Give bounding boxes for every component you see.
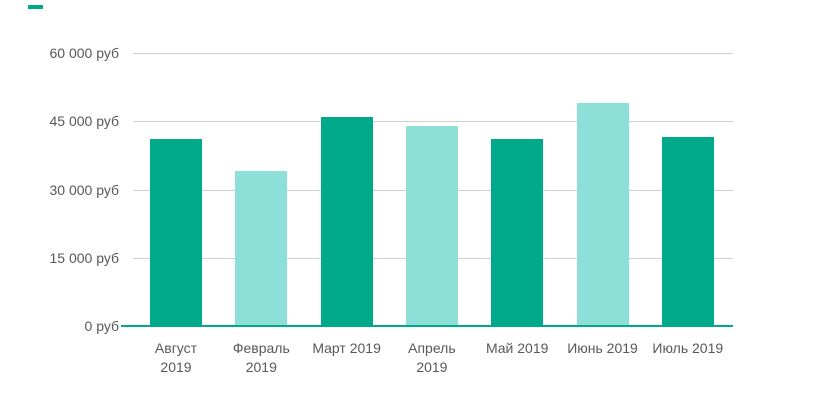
bar-Август 2019[interactable] [150,139,202,325]
bar-Март 2019[interactable] [320,116,373,325]
gridline [133,121,733,123]
y-axis-tick-label: 15 000 руб [49,249,119,266]
x-axis-tick-label: Март 2019 [312,340,381,356]
bar-Май 2019[interactable] [491,139,544,325]
bar-Июнь 2019[interactable] [576,103,629,325]
gridline [133,53,733,54]
x-axis-tick-label: Апрель 2019 [408,340,456,375]
x-axis-tick-label: Август 2019 [154,340,198,375]
corner-mark [28,5,43,9]
bar-Февраль 2019[interactable] [235,171,288,325]
bar-Апрель 2019[interactable] [405,125,458,325]
x-axis-tick-label: Февраль 2019 [232,340,290,375]
y-axis-tick-label: 30 000 руб [49,181,119,198]
x-axis-tick-label: Июль 2019 [652,340,724,356]
y-axis-tick-label: 60 000 руб [49,45,119,61]
x-axis-line [121,325,733,327]
y-axis-tick-label: 0 руб [84,318,119,334]
x-axis-tick-label: Май 2019 [485,340,549,356]
bar-Июль 2019[interactable] [661,137,714,325]
y-axis-tick-label: 45 000 руб [49,113,119,130]
x-axis-tick-label: Июнь 2019 [567,340,638,356]
